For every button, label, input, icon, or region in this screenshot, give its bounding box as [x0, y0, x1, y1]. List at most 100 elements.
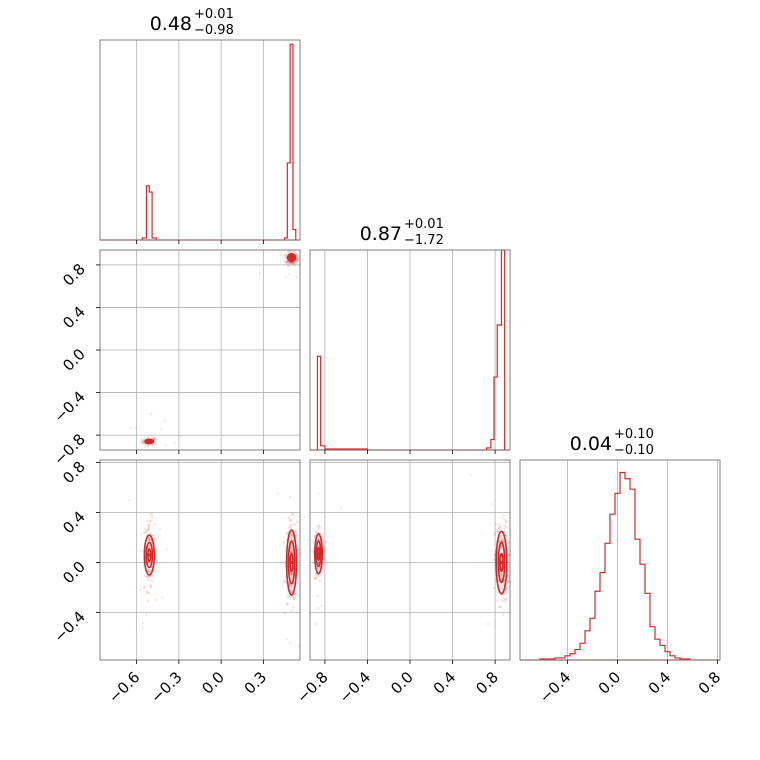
sample-point	[143, 528, 147, 531]
sample-point	[496, 590, 500, 594]
sample-point	[290, 262, 294, 266]
x-tick-label: 0.8	[472, 668, 502, 698]
sample-point	[290, 533, 294, 537]
density-contour	[144, 438, 155, 445]
sample-point	[148, 512, 152, 516]
sample-point	[146, 528, 150, 531]
sample-point	[288, 518, 292, 522]
sample-point	[492, 586, 496, 590]
sample-point	[283, 253, 286, 257]
sample-point	[316, 537, 320, 541]
sample-point	[145, 590, 148, 594]
sample-point	[285, 259, 289, 263]
density-contour	[499, 552, 504, 573]
x-tick-label: −0.4	[336, 668, 374, 706]
sample-point	[150, 579, 154, 583]
sample-point	[147, 538, 151, 542]
sample-point	[290, 584, 294, 587]
sample-point	[317, 606, 320, 610]
sample-point	[283, 580, 287, 584]
sample-point	[500, 537, 504, 541]
sample-point	[285, 261, 289, 265]
sample-point	[146, 523, 150, 527]
sample-point	[276, 492, 279, 495]
sample-point	[165, 547, 168, 551]
sample-point	[145, 529, 149, 533]
sample-point	[147, 536, 150, 540]
sample-point	[499, 586, 503, 590]
sample-point	[150, 512, 154, 516]
sample-point	[141, 440, 145, 444]
sample-point	[290, 532, 294, 536]
sample-point	[289, 261, 293, 265]
sample-point	[499, 575, 503, 578]
sample-point	[316, 574, 320, 578]
density-contour	[143, 534, 156, 576]
sample-point	[296, 552, 300, 555]
density-peak	[147, 439, 151, 443]
sample-point	[493, 552, 496, 556]
density-peak	[290, 255, 294, 259]
sample-point	[287, 595, 290, 599]
param-title-median: 0.04	[570, 433, 612, 455]
sample-point	[140, 441, 144, 444]
sample-point	[492, 558, 496, 562]
param-title-plus: +0.01	[194, 7, 234, 22]
x-tick-label: 0.0	[387, 668, 417, 698]
density-contour	[495, 530, 508, 595]
sample-point	[164, 443, 168, 447]
sample-point	[292, 263, 296, 267]
sample-point	[143, 574, 147, 578]
sample-point	[288, 495, 292, 499]
density-contour	[288, 254, 295, 261]
density-contour	[497, 541, 506, 584]
sample-point	[158, 527, 162, 531]
sample-point	[283, 611, 287, 615]
y-tick-label: 0.8	[59, 260, 89, 290]
param-title-plus: +0.01	[404, 217, 444, 232]
sample-point	[144, 585, 147, 589]
sample-point	[151, 443, 155, 447]
y-tick-label: 0.4	[59, 303, 89, 333]
sample-point	[153, 437, 156, 441]
sample-point	[286, 531, 290, 535]
sample-point	[285, 532, 289, 535]
sample-point	[486, 622, 490, 626]
x-tick-label: 0.3	[241, 668, 271, 698]
sample-point	[150, 515, 154, 519]
sample-point	[146, 519, 149, 523]
sample-point	[319, 573, 323, 577]
sample-point	[288, 272, 291, 276]
sample-point	[501, 613, 505, 617]
sample-point	[340, 507, 343, 510]
sample-point	[290, 589, 294, 593]
sample-point	[282, 540, 285, 544]
sample-point	[160, 427, 163, 431]
sample-point	[317, 538, 321, 541]
sample-point	[294, 530, 297, 534]
sample-point	[282, 579, 286, 582]
sample-point	[286, 264, 290, 268]
sample-point	[150, 574, 154, 578]
sample-point	[152, 538, 156, 542]
sample-point	[148, 583, 152, 587]
sample-point	[290, 572, 294, 576]
sample-point	[499, 572, 503, 576]
density-peak	[499, 561, 503, 564]
sample-point	[286, 602, 290, 605]
x-tick-label: 0.4	[645, 668, 675, 698]
sample-point	[499, 574, 503, 578]
histogram-3	[539, 471, 691, 660]
sample-point	[294, 252, 298, 256]
sample-point	[502, 514, 505, 518]
sample-point	[142, 438, 145, 442]
sample-point	[149, 519, 153, 523]
sample-point	[283, 259, 287, 263]
sample-point	[146, 443, 150, 447]
sample-point	[142, 440, 145, 444]
sample-point	[144, 530, 148, 534]
sample-point	[291, 512, 294, 515]
sample-point	[139, 549, 143, 553]
x-tick-label: 0.0	[595, 668, 625, 698]
sample-point	[317, 537, 320, 541]
